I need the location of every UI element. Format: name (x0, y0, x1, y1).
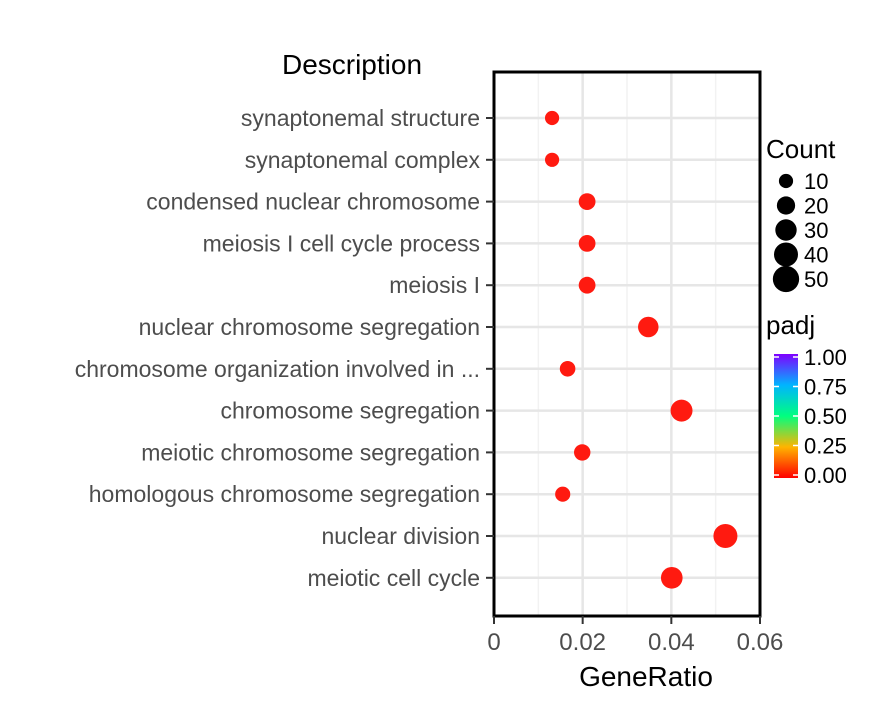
count-legend-label: 50 (804, 267, 828, 292)
padj-legend-label: 0.00 (804, 463, 847, 488)
padj-legend-label: 0.25 (804, 434, 847, 459)
count-legend-title: Count (766, 134, 836, 164)
y-tick-label: meiotic chromosome segregation (141, 439, 480, 465)
y-tick-label: nuclear division (321, 523, 480, 549)
count-legend-label: 40 (804, 243, 828, 268)
x-tick-label: 0.06 (737, 629, 784, 656)
y-axis: synaptonemal structure synaptonemal compl… (75, 105, 494, 591)
padj-legend: 1.00 0.75 0.50 0.25 0.00 (774, 345, 847, 488)
data-point (578, 235, 596, 252)
count-legend-key (776, 196, 796, 215)
data-point (578, 193, 596, 211)
padj-legend-label: 0.75 (804, 375, 847, 400)
data-point (555, 486, 571, 502)
x-tick-label: 0 (487, 629, 500, 656)
data-point (638, 316, 659, 338)
data-point (559, 361, 576, 377)
padj-legend-title: padj (766, 310, 815, 340)
y-tick-label: condensed nuclear chromosome (146, 189, 480, 215)
y-tick-label: synaptonemal complex (245, 147, 481, 173)
count-legend-label: 30 (804, 218, 828, 243)
count-legend-key (775, 219, 797, 241)
y-tick-label: meiosis I (389, 272, 480, 298)
y-tick-label: homologous chromosome segregation (89, 481, 480, 507)
count-legend-label: 10 (804, 169, 828, 194)
y-tick-label: meiosis I cell cycle process (203, 230, 480, 256)
y-tick-label: synaptonemal structure (241, 105, 480, 131)
y-tick-label: chromosome segregation (220, 398, 480, 424)
data-point (660, 566, 683, 589)
padj-legend-label: 1.00 (804, 345, 847, 370)
y-axis-title: Description (282, 49, 422, 80)
grid (492, 72, 762, 616)
data-point (670, 399, 693, 422)
y-tick-label: nuclear chromosome segregation (139, 314, 480, 340)
data-point (544, 152, 560, 167)
x-axis-title: GeneRatio (579, 661, 713, 692)
y-tick-label: chromosome organization involved in ... (75, 356, 480, 382)
count-legend-key (773, 242, 799, 267)
x-axis: 0 0.02 0.04 0.06 (487, 616, 783, 656)
count-legend-label: 20 (804, 194, 828, 219)
data-point (578, 276, 596, 294)
x-tick-label: 0.04 (648, 629, 695, 656)
data-point (574, 444, 591, 461)
plot-panel-border (492, 70, 762, 618)
count-legend-key (772, 265, 800, 293)
data-point (713, 523, 738, 549)
points (544, 110, 738, 589)
count-legend-key (778, 173, 794, 189)
data-point (544, 110, 560, 126)
padj-legend-label: 0.50 (804, 404, 847, 429)
y-tick-label: meiotic cell cycle (307, 565, 480, 591)
x-tick-label: 0.02 (559, 629, 606, 656)
